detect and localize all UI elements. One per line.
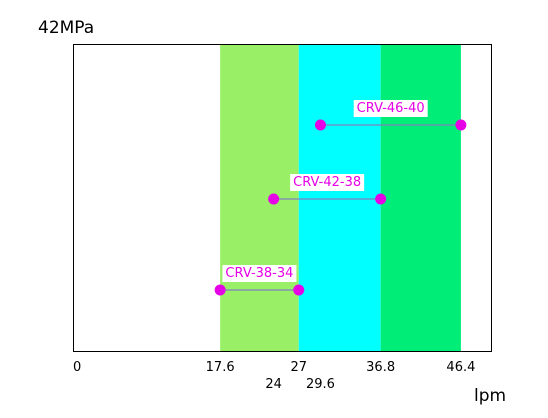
- range-start-marker: [214, 284, 226, 296]
- series-label-background: [290, 174, 365, 191]
- series-label: CRV-38-34: [225, 266, 293, 281]
- series-crv-42-38: CRV-42-38: [268, 174, 387, 205]
- series-label: CRV-42-38: [293, 175, 361, 190]
- band-1: [220, 44, 299, 351]
- band-layer: [220, 44, 461, 351]
- range-end-marker: [375, 193, 387, 205]
- plot-frame: [73, 44, 492, 352]
- band-2: [298, 44, 381, 351]
- range-start-marker: [314, 119, 326, 131]
- x-axis-label: lpm: [474, 386, 506, 406]
- tick-label-layer: 0 17.6 27 36.8 46.4 24 29.6: [73, 360, 475, 392]
- x-tick-label: 27: [290, 360, 307, 375]
- x-tick-label-secondary: 29.6: [306, 377, 335, 392]
- range-end-marker: [455, 119, 467, 131]
- series-label: CRV-46-40: [357, 101, 425, 116]
- range-start-marker: [268, 193, 280, 205]
- x-tick-label-secondary: 24: [265, 377, 282, 392]
- x-tick-label: 46.4: [446, 360, 475, 375]
- range-end-marker: [293, 284, 305, 296]
- series-layer: CRV-38-34 CRV-42-38 CRV-46-40: [214, 100, 467, 296]
- series-label-background: [222, 265, 297, 282]
- band-3: [380, 44, 461, 351]
- x-tick-label: 36.8: [366, 360, 395, 375]
- series-crv-38-34: CRV-38-34: [214, 265, 305, 296]
- x-tick-label: 17.6: [206, 360, 235, 375]
- series-crv-46-40: CRV-46-40: [314, 100, 467, 131]
- series-label-background: [353, 100, 428, 117]
- y-axis-label: 42MPa: [38, 18, 94, 38]
- x-tick-label: 0: [73, 360, 81, 375]
